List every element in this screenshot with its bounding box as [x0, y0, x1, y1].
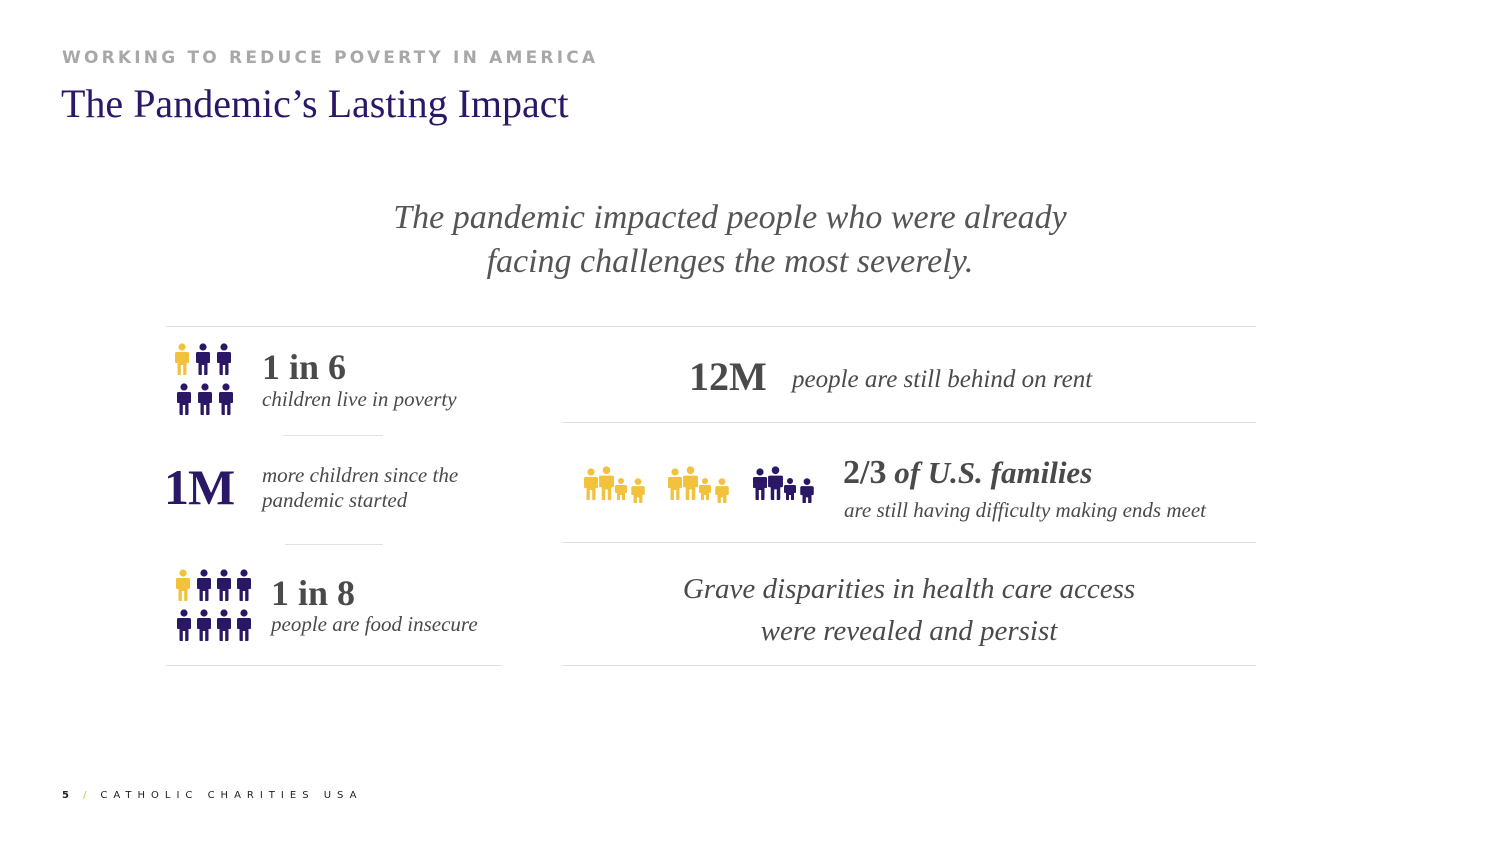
stat-description-line: more children since the [262, 463, 459, 487]
lead-statement: The pandemic impacted people who were al… [300, 196, 1160, 284]
divider [285, 544, 383, 545]
footer-slash: / [82, 790, 87, 801]
person-icon [219, 383, 233, 415]
person-icon [175, 343, 189, 375]
stat-description-line: pandemic started [262, 488, 408, 512]
person-icon [197, 569, 211, 601]
health-line-1: Grave disparities in health care access [682, 573, 1136, 605]
health-line-2: were revealed and persist [760, 615, 1058, 647]
family-icon [753, 466, 814, 503]
families-icon-group [583, 455, 823, 515]
stat-number: 12M [689, 354, 767, 399]
food-insecure-icon-grid [175, 569, 255, 645]
divider [562, 542, 1256, 543]
divider [283, 435, 383, 436]
family-icon [584, 466, 645, 503]
page-number: 5 [62, 790, 69, 801]
page-title: The Pandemic’s Lasting Impact [61, 81, 569, 126]
stat-emphasis: of U.S. families [886, 455, 1093, 490]
footer-org: CATHOLIC CHARITIES USA [100, 790, 363, 801]
person-icon [177, 383, 191, 415]
family-icon [668, 466, 729, 503]
footer: 5 / CATHOLIC CHARITIES USA [62, 790, 362, 801]
health-statement: Grave disparities in health care access … [562, 568, 1256, 652]
person-icon [177, 609, 191, 641]
person-icon [197, 609, 211, 641]
divider [562, 665, 1256, 666]
stat-number: 1 in 6 [262, 347, 347, 387]
eyebrow: WORKING TO REDUCE POVERTY IN AMERICA [62, 48, 599, 68]
person-icon [176, 569, 190, 601]
stat-description: more children since the pandemic started [262, 463, 458, 513]
person-icon [237, 569, 251, 601]
person-icon [198, 383, 212, 415]
stat-description: people are still behind on rent [792, 366, 1093, 393]
divider [166, 326, 1256, 327]
divider [562, 422, 1256, 423]
stat-number: 1 in 8 [271, 573, 356, 613]
stat-description: people are food insecure [271, 612, 478, 636]
lead-line-2: facing challenges the most severely. [486, 243, 974, 280]
stat-number-families: 2/3 of U.S. families [843, 454, 1092, 492]
person-icon [217, 569, 231, 601]
divider [166, 665, 502, 666]
person-icon [217, 609, 231, 641]
stat-number-1m: 1M [164, 459, 235, 515]
person-icon [237, 609, 251, 641]
stat-description: children live in poverty [262, 387, 457, 411]
person-icon [217, 343, 231, 375]
stat-number: 2/3 [843, 454, 887, 491]
child-poverty-icon-grid [174, 343, 236, 419]
person-icon [196, 343, 210, 375]
stat-description: are still having difficulty making ends … [844, 498, 1206, 522]
lead-line-1: The pandemic impacted people who were al… [393, 199, 1067, 236]
